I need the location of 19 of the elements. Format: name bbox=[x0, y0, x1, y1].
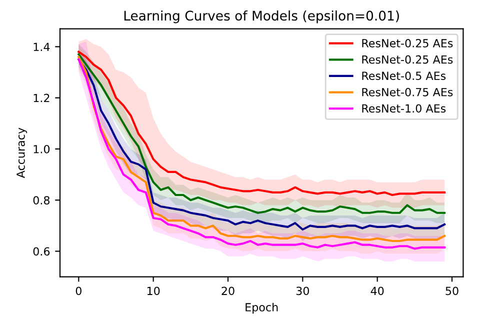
chart-title: Learning Curves of Models (epsilon=0.01) bbox=[124, 10, 399, 24]
x-tick-label: 30 bbox=[296, 286, 309, 296]
legend-label: ResNet-0.5 AEs bbox=[362, 72, 446, 80]
y-axis-title: Accuracy bbox=[16, 128, 28, 178]
y-tick-label: 0.8 bbox=[33, 196, 50, 204]
x-tick-label: 50 bbox=[446, 286, 458, 296]
y-tick-label: 1.4 bbox=[34, 42, 50, 51]
legend-label: ResNet-0.25 AEs bbox=[362, 55, 453, 64]
y-tick-label: 1.0 bbox=[34, 144, 50, 154]
x-tick-label: 40 bbox=[370, 286, 384, 296]
legend-label: ResNet-0.75 AEs bbox=[362, 88, 453, 96]
y-tick-label: 1.2 bbox=[34, 94, 50, 102]
y-tick-label: 0.6 bbox=[33, 247, 50, 256]
x-axis-title: Epoch bbox=[246, 302, 278, 314]
x-tick-label: 10 bbox=[147, 286, 160, 296]
x-tick-label: 20 bbox=[222, 286, 234, 296]
legend-label: ResNet-0.25 AEs bbox=[362, 38, 453, 48]
legend-label: ResNet-1.0 AEs bbox=[362, 104, 446, 113]
x-tick-label: 0 bbox=[76, 286, 82, 296]
